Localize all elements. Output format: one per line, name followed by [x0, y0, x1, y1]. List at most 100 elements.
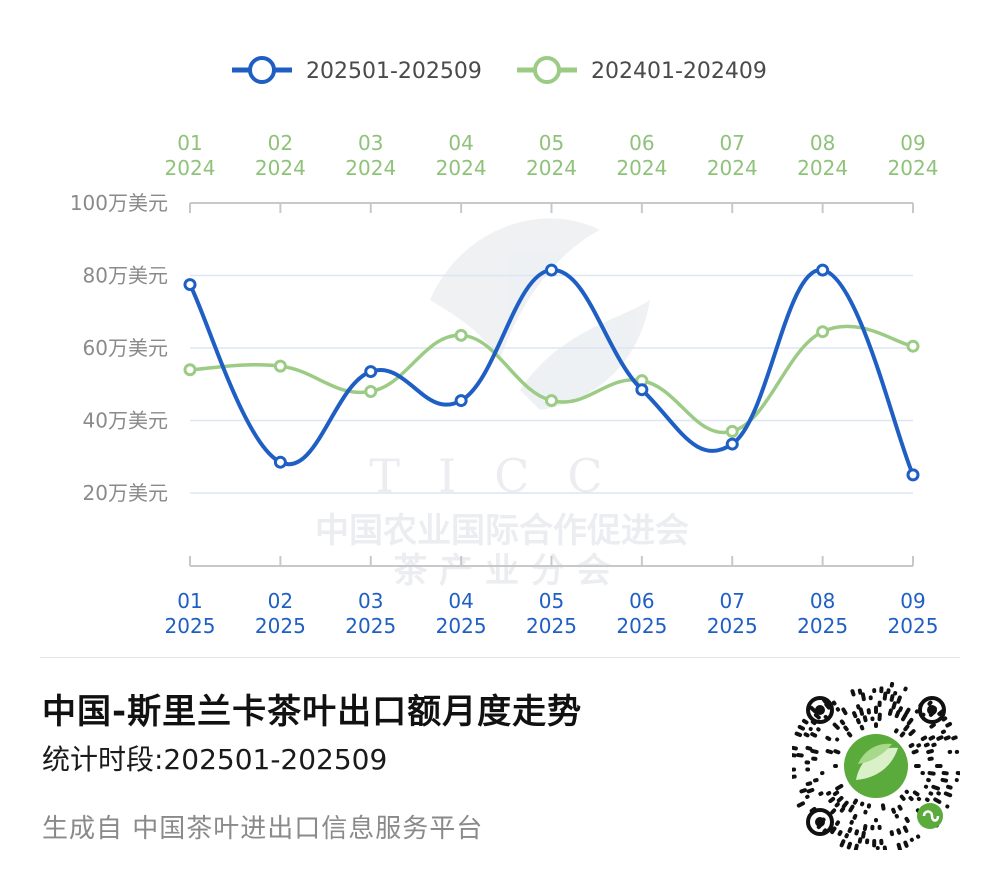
x-top-month-label: 02: [268, 131, 293, 155]
x-top-month-label: 01: [177, 131, 202, 155]
data-point[interactable]: [725, 424, 739, 438]
qr-dot: [908, 742, 915, 748]
qr-dot: [899, 794, 906, 801]
data-point[interactable]: [906, 339, 920, 353]
qr-dot: [926, 749, 934, 755]
qr-dot: [796, 801, 806, 808]
qr-dot: [841, 800, 849, 809]
qr-dot: [945, 804, 950, 809]
x-top-year-label: 2024: [707, 156, 758, 180]
qr-dot: [830, 808, 837, 815]
qr-dot: [849, 820, 854, 825]
mini-program-qr-code-icon[interactable]: [792, 682, 960, 850]
data-point[interactable]: [816, 325, 830, 339]
qr-dot: [923, 742, 930, 748]
qr-dot: [852, 711, 858, 719]
qr-dot: [940, 777, 949, 783]
qr-dot: [854, 829, 859, 836]
x-bottom-year-label: 2025: [165, 614, 216, 638]
x-top-year-label: 2024: [345, 156, 396, 180]
data-point[interactable]: [273, 455, 287, 469]
qr-dot: [954, 749, 960, 754]
qr-dot: [799, 788, 808, 794]
data-point[interactable]: [545, 263, 558, 277]
qr-dot: [935, 764, 943, 768]
data-point[interactable]: [183, 278, 197, 292]
data-point[interactable]: [183, 363, 197, 377]
x-bottom-month-label: 06: [629, 589, 654, 613]
qr-dot: [951, 735, 958, 741]
qr-dot: [923, 784, 929, 789]
qr-dot: [936, 791, 941, 796]
qr-dot: [877, 712, 882, 722]
data-point[interactable]: [454, 328, 468, 342]
qr-dot: [835, 707, 841, 712]
qr-dot: [916, 796, 922, 802]
qr-dot: [927, 756, 934, 761]
qr-dot: [865, 838, 870, 845]
x-top-month-label: 03: [358, 131, 383, 155]
y-tick-label: 80万美元: [83, 264, 168, 288]
qr-dot: [831, 700, 837, 706]
x-bottom-year-label: 2025: [797, 614, 848, 638]
qr-dot: [879, 686, 884, 694]
data-point[interactable]: [364, 385, 378, 398]
qr-dot: [954, 778, 959, 783]
qr-dot: [906, 717, 914, 726]
qr-dot: [945, 721, 953, 728]
qr-dot: [856, 704, 861, 710]
data-point[interactable]: [635, 383, 649, 397]
x-bottom-month-label: 08: [810, 589, 835, 613]
data-point[interactable]: [364, 365, 378, 379]
qr-dot: [880, 803, 886, 811]
x-top-year-label: 2024: [165, 156, 216, 180]
qr-dot: [792, 767, 797, 772]
qr-dot: [808, 726, 813, 732]
qr-dot: [830, 826, 837, 835]
qr-dot: [894, 728, 899, 734]
qr-dot: [839, 806, 846, 813]
qr-dot: [797, 724, 806, 731]
qr-dot: [841, 707, 848, 716]
qr-dot: [857, 837, 863, 844]
data-point[interactable]: [545, 394, 558, 408]
qr-dot: [863, 809, 868, 815]
qr-dot: [936, 735, 944, 741]
qr-dot: [931, 742, 937, 748]
watermark-line1: 中国农业国际合作促进会: [315, 511, 689, 551]
data-point[interactable]: [725, 437, 739, 451]
qr-dot: [792, 753, 797, 758]
qr-dot: [803, 732, 810, 738]
qr-finder-center: [815, 705, 825, 715]
legend-label: 202501-202509: [306, 59, 482, 84]
qr-dot: [902, 825, 909, 833]
data-point[interactable]: [906, 468, 920, 482]
qr-dot: [874, 705, 878, 714]
qr-dot: [947, 749, 953, 755]
qr-dot: [899, 731, 906, 738]
x-bottom-year-label: 2025: [255, 614, 306, 638]
data-point[interactable]: [273, 359, 287, 373]
qr-dot: [926, 777, 931, 783]
qr-dot: [908, 729, 916, 737]
x-top-month-label: 09: [900, 131, 925, 155]
source-footer: 生成自 中国茶叶进出口信息服务平台: [42, 814, 484, 844]
qr-dot: [896, 828, 902, 835]
x-bottom-year-label: 2025: [616, 614, 667, 638]
qr-dot: [866, 803, 872, 809]
qr-dot: [839, 719, 846, 726]
qr-dot: [912, 790, 920, 797]
qr-dot: [897, 804, 903, 811]
series-layer: [183, 263, 920, 482]
qr-dot: [833, 764, 838, 768]
legend: 202501-202509 202401-202409: [232, 56, 767, 84]
qr-pattern: [792, 682, 960, 850]
qr-dot: [792, 774, 797, 780]
qr-dot: [833, 749, 841, 755]
data-point[interactable]: [454, 394, 468, 408]
x-top-year-label: 2024: [616, 156, 667, 180]
qr-dot: [886, 688, 891, 695]
qr-dot: [859, 724, 865, 731]
data-point[interactable]: [816, 263, 830, 277]
x-bottom-month-label: 04: [448, 589, 473, 613]
